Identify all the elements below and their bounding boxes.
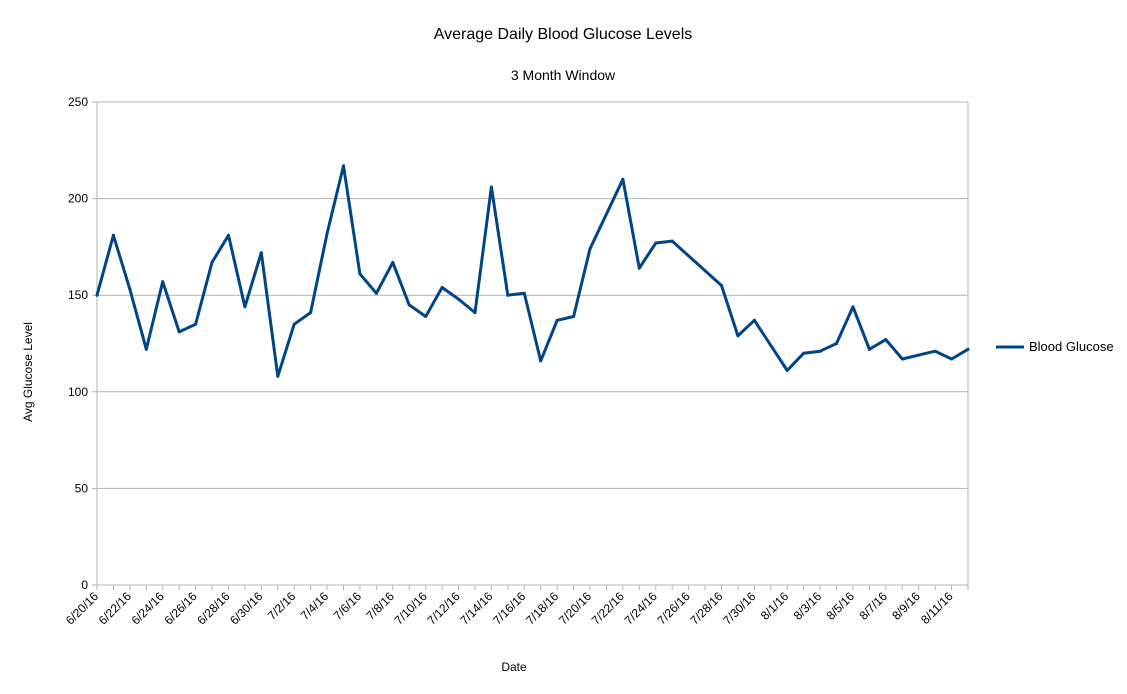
data-point — [752, 318, 756, 322]
y-tick-label-200: 200 — [68, 192, 88, 206]
data-point — [900, 357, 904, 361]
y-tick-labels: 0 50 100 150 200 250 — [68, 95, 88, 592]
data-point — [588, 247, 592, 251]
data-point — [243, 305, 247, 309]
x-tick-label: 7/16/16 — [490, 589, 528, 627]
data-point — [539, 359, 543, 363]
x-axis-label: Date — [501, 660, 527, 674]
x-tick-label: 7/24/16 — [622, 589, 660, 627]
data-point — [161, 280, 165, 284]
legend-label: Blood Glucose — [1029, 339, 1114, 354]
x-tick-label: 7/14/16 — [457, 589, 495, 627]
data-point — [292, 322, 296, 326]
x-tick-label: 8/7/16 — [856, 589, 890, 623]
x-tick-labels: 6/20/166/22/166/24/166/26/166/28/166/30/… — [63, 589, 956, 627]
data-point — [342, 164, 345, 168]
x-tick-label: 7/6/16 — [331, 589, 365, 623]
y-tick-label-150: 150 — [68, 288, 88, 302]
data-point — [621, 177, 625, 181]
data-point — [391, 260, 395, 264]
x-tick-label: 7/10/16 — [392, 589, 430, 627]
x-tick-label: 6/26/16 — [162, 589, 200, 627]
data-point — [933, 349, 937, 353]
data-point — [309, 311, 313, 315]
data-point — [867, 347, 871, 351]
x-tick-label: 8/11/16 — [918, 589, 956, 627]
data-point — [835, 342, 838, 345]
data-point — [637, 266, 641, 270]
x-tick-label: 8/1/16 — [758, 589, 792, 623]
x-tick-label: 6/24/16 — [129, 589, 167, 627]
x-tick-label: 7/30/16 — [720, 589, 758, 627]
data-point — [128, 287, 132, 291]
x-tick-label: 7/12/16 — [424, 589, 462, 627]
data-point — [670, 239, 674, 243]
data-point — [259, 251, 263, 255]
x-tick-label: 8/3/16 — [791, 589, 825, 623]
x-tick-label: 7/26/16 — [655, 589, 693, 627]
data-point — [457, 297, 460, 301]
data-point — [95, 293, 99, 297]
data-point — [572, 315, 576, 318]
data-point — [473, 311, 477, 315]
x-tick-label: 6/28/16 — [194, 589, 232, 627]
data-point — [489, 185, 493, 189]
data-point — [785, 369, 789, 372]
data-point — [522, 291, 526, 295]
axes — [92, 101, 969, 590]
data-point — [407, 303, 411, 307]
data-point — [950, 357, 954, 361]
series-layer — [95, 164, 970, 378]
data-point — [654, 241, 658, 245]
data-point — [506, 293, 510, 297]
chart-subtitle: 3 Month Window — [511, 67, 616, 83]
data-point — [802, 351, 806, 355]
x-tick-label: 7/20/16 — [556, 589, 594, 627]
data-point — [358, 272, 362, 276]
x-tick-label: 6/22/16 — [96, 589, 134, 627]
data-point — [325, 231, 329, 235]
y-axis-label: Avg Glucose Level — [21, 322, 35, 422]
data-point — [555, 318, 559, 322]
data-point — [440, 286, 444, 289]
data-point — [210, 260, 214, 264]
y-tick-label-250: 250 — [68, 95, 88, 109]
data-point — [374, 291, 378, 295]
data-point — [227, 233, 230, 237]
x-tick-label: 8/5/16 — [824, 589, 858, 623]
data-point — [917, 353, 921, 357]
y-tick-label-100: 100 — [68, 385, 88, 399]
data-point — [884, 338, 888, 342]
chart-title: Average Daily Blood Glucose Levels — [434, 26, 693, 43]
y-tick-label-50: 50 — [75, 481, 89, 495]
x-tick-label: 7/22/16 — [589, 589, 627, 627]
x-tick-label: 7/28/16 — [687, 589, 725, 627]
x-tick-label: 6/20/16 — [63, 589, 101, 627]
legend: Blood Glucose — [996, 339, 1114, 354]
data-point — [818, 349, 822, 353]
data-point — [424, 315, 428, 318]
data-point — [851, 305, 855, 309]
data-point — [194, 322, 198, 326]
x-tick-label: 6/30/16 — [227, 589, 265, 627]
data-point — [720, 284, 723, 287]
series-line-blood-glucose — [95, 164, 970, 378]
data-point — [966, 347, 970, 351]
x-tick-label: 7/2/16 — [265, 589, 299, 623]
y-tick-label-0: 0 — [81, 578, 88, 592]
data-point — [177, 330, 181, 334]
data-point — [736, 334, 740, 338]
data-point — [276, 374, 280, 378]
x-tick-label: 7/4/16 — [298, 589, 332, 623]
data-point — [111, 233, 115, 237]
data-point — [144, 347, 148, 351]
x-tick-label: 7/18/16 — [523, 589, 561, 627]
